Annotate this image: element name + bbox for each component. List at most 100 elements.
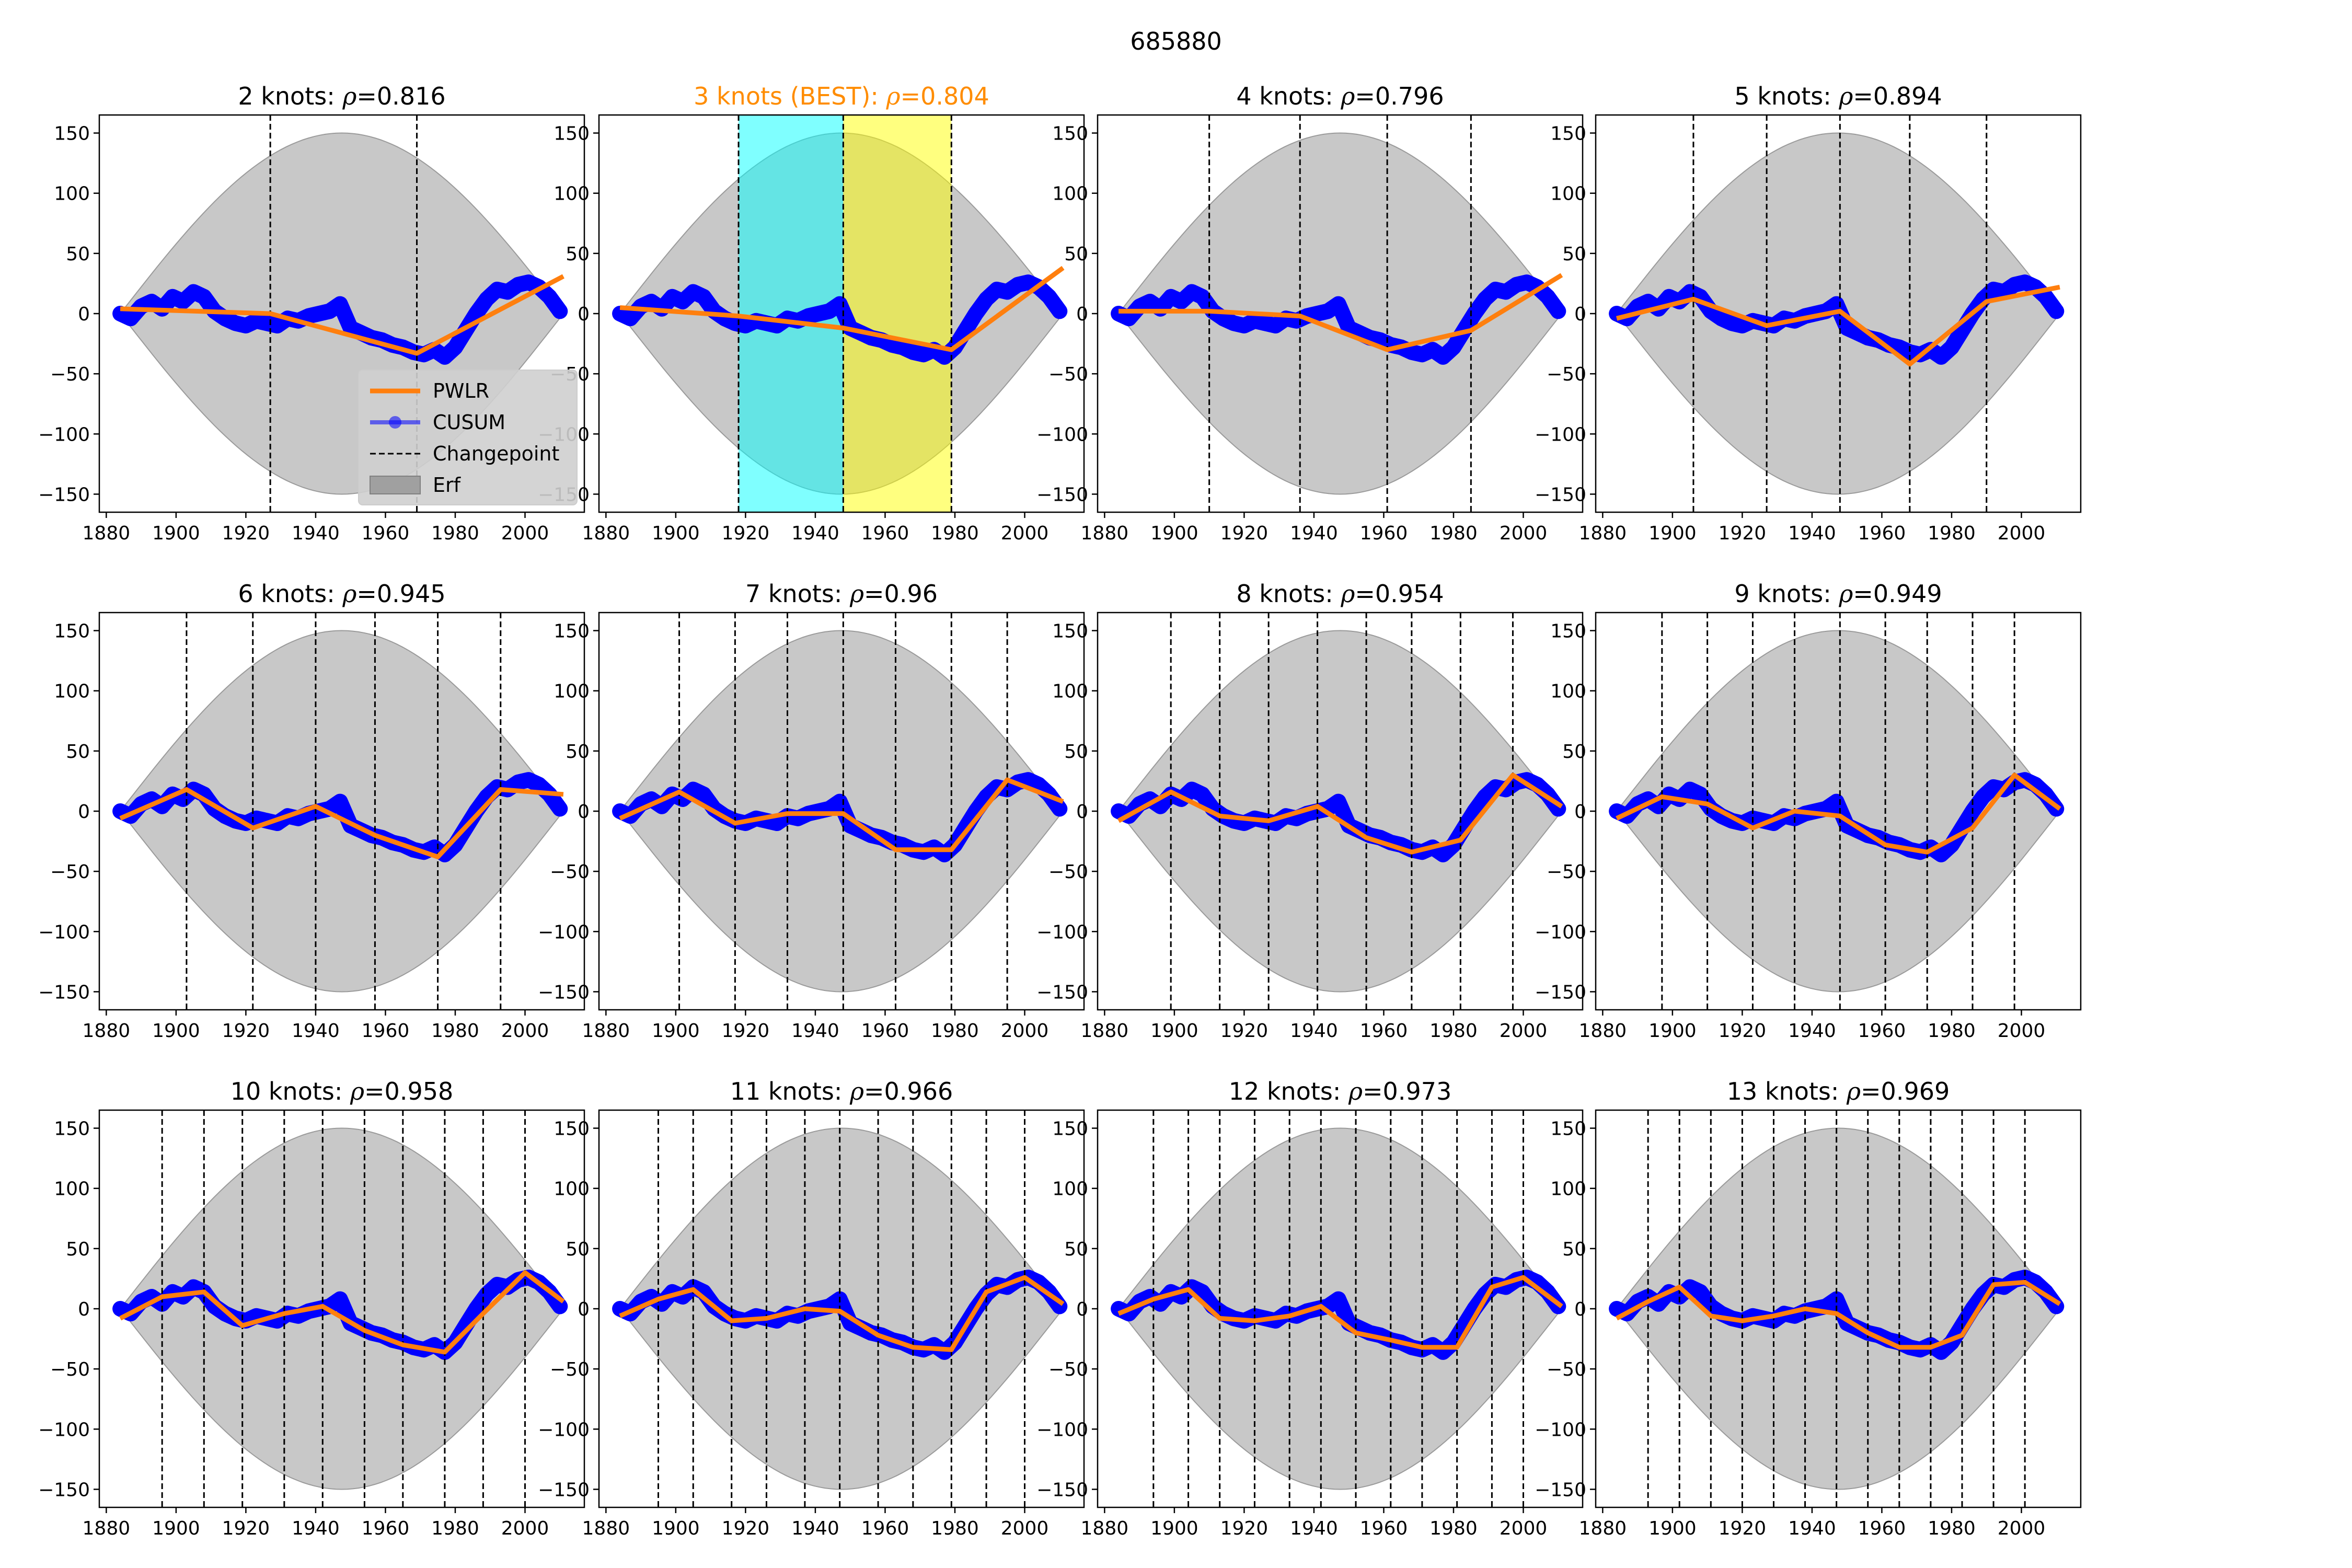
y-tick-label: 50	[1562, 244, 1586, 265]
legend-box	[358, 370, 578, 505]
y-tick-label: −50	[550, 861, 590, 883]
y-tick-label: 50	[66, 244, 90, 265]
x-tick-label: 2000	[1001, 523, 1049, 544]
y-tick-label: −100	[1535, 921, 1586, 943]
y-tick-label: −50	[1048, 364, 1088, 385]
cusum-series	[1111, 1270, 1566, 1360]
x-tick-label: 1960	[362, 1518, 410, 1539]
y-tick-label: −50	[1547, 1359, 1586, 1380]
pwlr-series	[1119, 273, 1563, 352]
x-tick-label: 1920	[222, 1020, 270, 1042]
x-tick-label: 1960	[861, 1518, 909, 1539]
x-tick-label: 1880	[582, 1020, 630, 1042]
x-tick-label: 1980	[1429, 523, 1478, 544]
y-tick-label: 100	[1052, 183, 1088, 205]
y-tick-label: −150	[1535, 484, 1586, 505]
x-tick-label: 1940	[791, 523, 839, 544]
y-tick-label: 150	[1052, 123, 1088, 145]
x-tick-label: 1880	[1579, 1518, 1627, 1539]
y-tick-label: 150	[1052, 1119, 1088, 1140]
legend: PWLR CUSUM Changepoint Erf	[358, 370, 578, 505]
x-tick-label: 2000	[1500, 1518, 1548, 1539]
x-tick-label: 1880	[582, 1518, 630, 1539]
y-tick-label: 150	[1550, 621, 1586, 642]
y-tick-label: −150	[1535, 1479, 1586, 1501]
y-tick-label: −150	[38, 1479, 90, 1501]
x-tick-label: 1900	[652, 1518, 700, 1539]
panel-8: 1880 1900 1920 1940 1960 1980 2000 150 100 50 0 −50…	[1535, 580, 2082, 1042]
y-tick-label: −100	[38, 424, 90, 445]
x-tick-label: 1980	[931, 523, 979, 544]
y-tick-label: 0	[78, 304, 90, 325]
x-tick-label: 1920	[222, 523, 270, 544]
y-tick-label: 0	[1076, 304, 1088, 325]
y-tick-label: −100	[538, 1419, 590, 1440]
y-tick-label: 100	[1550, 681, 1586, 702]
cusum-series	[612, 274, 1068, 365]
y-tick-label: 50	[566, 244, 590, 265]
pwlr-series	[120, 274, 564, 356]
panel-7: 1880 1900 1920 1940 1960 1980 2000 150 100 50 0 −50…	[1036, 580, 1584, 1042]
y-tick-label: 150	[54, 1119, 90, 1140]
y-tick-label: −100	[1535, 1419, 1586, 1440]
y-tick-label: 100	[54, 183, 90, 205]
legend-handle-cusum-marker	[389, 416, 401, 429]
y-tick-label: 150	[554, 621, 590, 642]
x-tick-label: 1920	[1719, 523, 1767, 544]
x-tick-label: 1940	[292, 523, 340, 544]
panel-title: 10 knots: ρ=0.958	[230, 1077, 454, 1105]
x-tick-label: 1920	[1719, 1020, 1767, 1042]
panel-9: 1880 1900 1920 1940 1960 1980 2000 150 100 50 0 −50…	[38, 1077, 585, 1539]
x-tick-label: 2000	[501, 1020, 549, 1042]
panel-title: 7 knots: ρ=0.96	[745, 580, 938, 608]
x-tick-label: 1980	[431, 1020, 479, 1042]
y-tick-label: 50	[66, 1239, 90, 1260]
y-tick-label: 0	[1076, 1299, 1088, 1320]
y-tick-label: 0	[1574, 801, 1586, 823]
y-tick-label: −100	[1535, 424, 1586, 445]
x-tick-label: 1900	[652, 1020, 700, 1042]
x-tick-label: 2000	[1001, 1518, 1049, 1539]
x-tick-label: 1980	[931, 1518, 979, 1539]
pwlr-series	[1616, 284, 2060, 367]
panel-title: 13 knots: ρ=0.969	[1727, 1077, 1950, 1105]
panel-title: 9 knots: ρ=0.949	[1734, 580, 1942, 608]
legend-handle-erf	[370, 476, 421, 494]
x-tick-label: 1880	[83, 523, 131, 544]
x-tick-label: 1900	[152, 1020, 200, 1042]
y-tick-label: −50	[50, 861, 90, 883]
y-tick-label: −50	[1048, 1359, 1088, 1380]
x-tick-label: 1900	[1648, 1518, 1697, 1539]
y-tick-label: −50	[50, 1359, 90, 1380]
y-tick-label: 50	[66, 741, 90, 763]
cusum-series	[112, 274, 568, 365]
x-tick-label: 1980	[931, 1020, 979, 1042]
panel-title: 12 knots: ρ=0.973	[1229, 1077, 1452, 1105]
cusum-series	[112, 772, 568, 862]
y-tick-label: −100	[1036, 424, 1088, 445]
y-tick-label: 100	[1550, 1179, 1586, 1200]
y-tick-label: 100	[1550, 183, 1586, 205]
y-tick-label: 100	[554, 681, 590, 702]
y-tick-label: 0	[1574, 304, 1586, 325]
x-tick-label: 1960	[362, 523, 410, 544]
y-tick-label: −50	[50, 364, 90, 385]
x-tick-label: 1960	[1360, 1020, 1408, 1042]
y-tick-label: −100	[1036, 1419, 1088, 1440]
x-tick-label: 1940	[1788, 1020, 1836, 1042]
legend-label: Erf	[433, 474, 462, 497]
y-tick-label: 50	[566, 741, 590, 763]
y-tick-label: 100	[54, 1179, 90, 1200]
panel-title: 8 knots: ρ=0.954	[1236, 580, 1444, 608]
y-tick-label: 150	[54, 123, 90, 145]
x-tick-label: 1960	[861, 1020, 909, 1042]
x-tick-label: 1880	[1081, 1020, 1129, 1042]
y-tick-label: 100	[1052, 681, 1088, 702]
y-tick-label: 0	[1574, 1299, 1586, 1320]
x-tick-label: 1920	[222, 1518, 270, 1539]
y-tick-label: −150	[38, 982, 90, 1003]
panel-title: 2 knots: ρ=0.816	[238, 82, 445, 110]
x-tick-label: 1960	[1360, 523, 1408, 544]
x-tick-label: 1900	[1150, 523, 1198, 544]
x-tick-label: 1980	[1928, 523, 1976, 544]
